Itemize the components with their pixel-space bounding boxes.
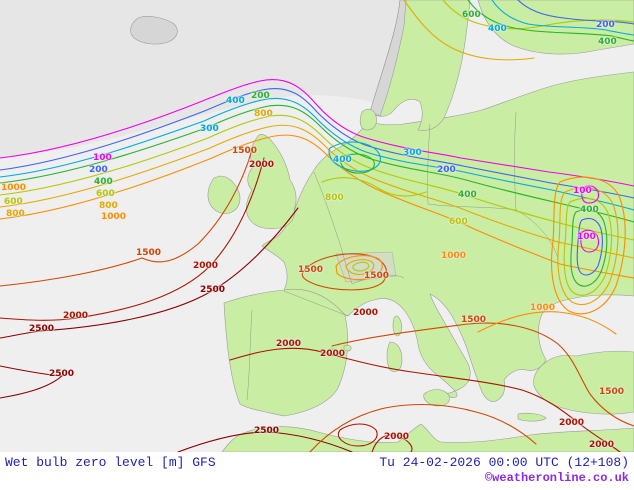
map-datetime: Tu 24-02-2026 00:00 UTC (12+108)	[379, 455, 629, 470]
copyright: ©weatheronline.co.uk	[484, 471, 629, 485]
cold-region	[0, 0, 430, 158]
footer: Wet bulb zero level [m] GFS Tu 24-02-202…	[0, 452, 634, 490]
country-borders	[246, 111, 559, 401]
weather-map: 600 400 200 400 400 200 800 300 1500 2000 100 200 40…	[0, 0, 634, 452]
map-title: Wet bulb zero level [m] GFS	[5, 455, 216, 470]
map-canvas	[0, 0, 634, 452]
contour-lines	[0, 0, 634, 452]
